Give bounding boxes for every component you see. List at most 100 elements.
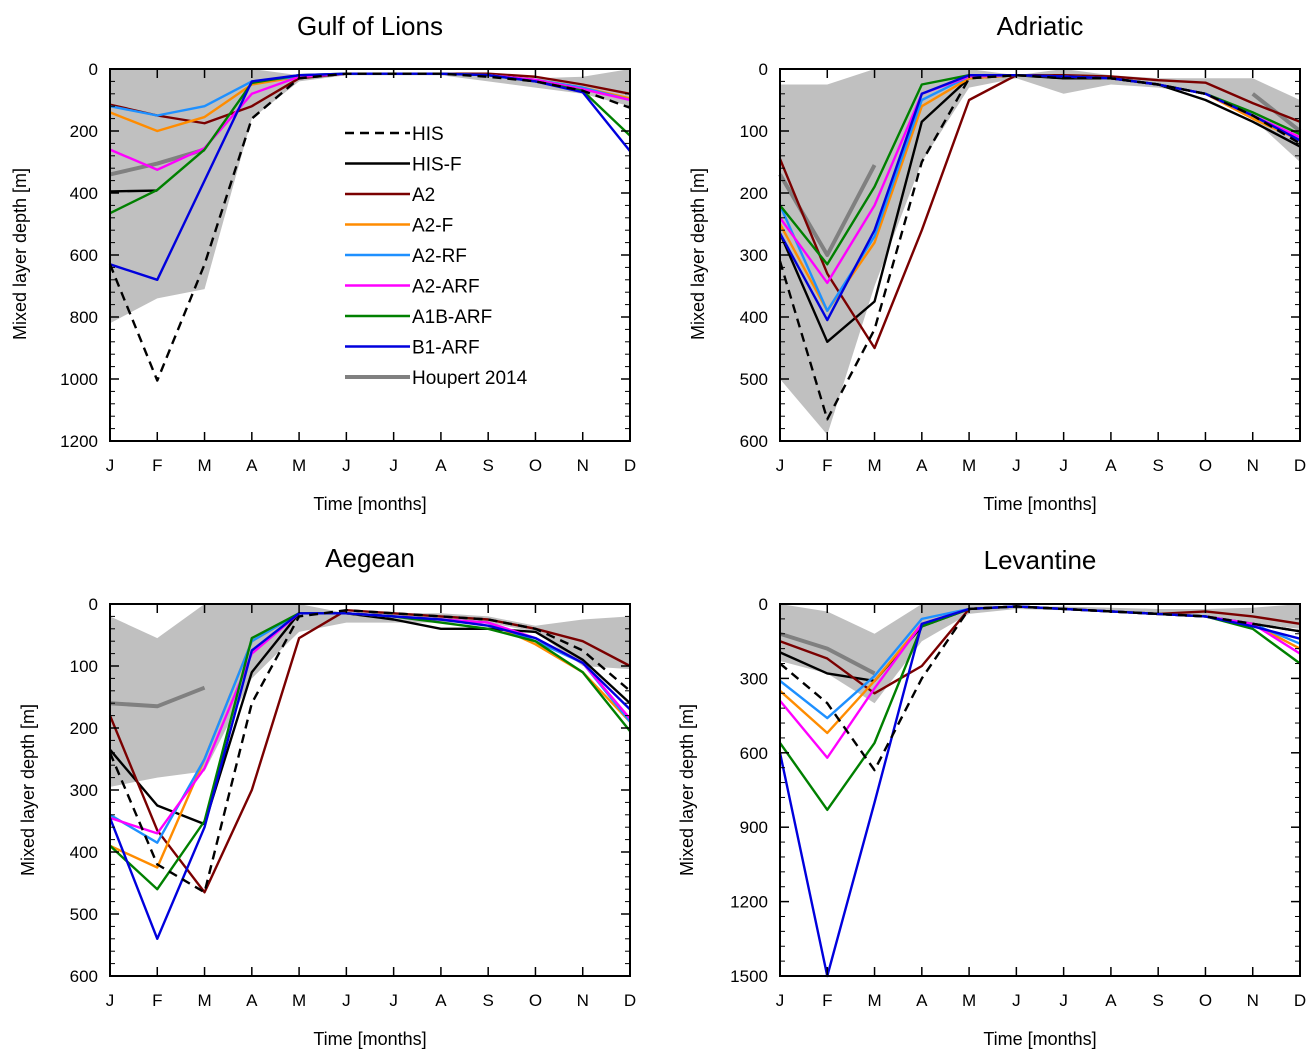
x-tick-label: A <box>246 456 258 475</box>
y-tick-label: 600 <box>740 744 768 763</box>
y-tick-label: 1200 <box>60 432 98 451</box>
x-tick-label: J <box>106 991 115 1010</box>
y-tick-label: 500 <box>740 370 768 389</box>
x-tick-label: J <box>776 456 785 475</box>
y-tick-label: 0 <box>759 595 768 614</box>
panel-gulf-of-lions: Gulf of Lions Time [months] Mixed layer … <box>10 11 636 514</box>
y-tick-label: 1000 <box>60 370 98 389</box>
y-tick-label: 200 <box>740 184 768 203</box>
y-tick-label: 1500 <box>730 967 768 986</box>
x-tick-label: F <box>822 456 832 475</box>
series-line-houpert-2014 <box>779 631 876 676</box>
x-tick-label: O <box>1199 456 1212 475</box>
y-tick-label: 800 <box>70 308 98 327</box>
panel-title: Levantine <box>984 545 1097 575</box>
legend-label: A2-ARF <box>412 277 480 298</box>
x-tick-label: N <box>577 456 589 475</box>
x-tick-label: D <box>1294 456 1306 475</box>
x-tick-label: M <box>197 456 211 475</box>
x-tick-label: M <box>197 991 211 1010</box>
x-tick-label: S <box>483 991 494 1010</box>
x-tick-label: M <box>292 456 306 475</box>
series-line-his-f <box>109 189 158 193</box>
series-line-b1-arf <box>108 612 631 940</box>
series-line-his <box>779 605 1301 772</box>
legend-label: A2-F <box>412 216 453 237</box>
x-tick-label: N <box>577 991 589 1010</box>
y-tick-label: 400 <box>740 308 768 327</box>
legend-label: Houpert 2014 <box>412 368 528 389</box>
x-tick-label: M <box>867 991 881 1010</box>
y-tick-label: 500 <box>70 905 98 924</box>
y-axis-label: Mixed layer depth [m] <box>10 168 30 340</box>
x-tick-label: M <box>292 991 306 1010</box>
x-axis-label: Time [months] <box>983 1029 1096 1049</box>
series-line-his <box>778 73 1301 421</box>
series-line-houpert-2014 <box>109 685 206 709</box>
x-tick-label: A <box>1105 456 1117 475</box>
y-tick-label: 600 <box>70 246 98 265</box>
x-tick-label: J <box>1059 991 1068 1010</box>
y-tick-label: 900 <box>740 818 768 837</box>
series-line-his <box>108 609 631 894</box>
x-tick-label: J <box>1012 991 1021 1010</box>
y-tick-label: 1200 <box>730 893 768 912</box>
x-tick-label: S <box>1153 456 1164 475</box>
x-tick-label: M <box>962 456 976 475</box>
y-tick-label: 0 <box>759 60 768 79</box>
legend-label: A2-RF <box>412 246 467 267</box>
x-tick-label: O <box>529 456 542 475</box>
plot-layer: 0 100 200 300 400 500 600 J F M A M J J A S O N D <box>70 595 637 1010</box>
envelope-band <box>110 69 630 324</box>
y-tick-label: 100 <box>740 122 768 141</box>
panel-title: Gulf of Lions <box>297 11 443 41</box>
x-tick-label: F <box>152 991 162 1010</box>
x-tick-label: F <box>152 456 162 475</box>
panel-adriatic: Adriatic Time [months] Mixed layer depth… <box>688 11 1306 514</box>
x-axis-label: Time [months] <box>983 494 1096 514</box>
x-tick-label: J <box>106 456 115 475</box>
x-tick-label: S <box>483 456 494 475</box>
x-tick-label: A <box>916 991 928 1010</box>
y-axis-label: Mixed layer depth [m] <box>677 704 697 876</box>
x-tick-label: J <box>342 456 351 475</box>
x-tick-label: J <box>389 991 398 1010</box>
x-tick-label: J <box>389 456 398 475</box>
plot-frame <box>779 603 1301 977</box>
x-tick-label: A <box>916 456 928 475</box>
x-tick-label: O <box>1199 991 1212 1010</box>
x-tick-label: A <box>435 991 447 1010</box>
y-tick-label: 0 <box>89 595 98 614</box>
plot-layer: 0 200 400 600 800 1000 1200 J F M A M J J A S O N D <box>60 60 636 475</box>
y-tick-label: 200 <box>70 122 98 141</box>
legend-label: B1-ARF <box>412 338 480 359</box>
x-tick-label: A <box>435 456 447 475</box>
panel-title: Adriatic <box>997 11 1084 41</box>
x-tick-label: A <box>246 991 258 1010</box>
legend-label: A1B-ARF <box>412 307 492 328</box>
envelope-band <box>780 69 1300 435</box>
x-tick-label: D <box>624 456 636 475</box>
y-tick-label: 300 <box>70 781 98 800</box>
plot-layer: 0 300 600 900 1200 1500 J F M A M J J A S O N D <box>730 595 1306 1010</box>
y-tick-label: 300 <box>740 669 768 688</box>
x-tick-label: J <box>1012 456 1021 475</box>
x-tick-label: O <box>529 991 542 1010</box>
y-tick-label: 0 <box>89 60 98 79</box>
x-tick-label: M <box>867 456 881 475</box>
panel-levantine: Levantine Time [months] Mixed layer dept… <box>677 545 1306 1049</box>
envelope-band <box>110 604 630 787</box>
x-tick-label: N <box>1247 991 1259 1010</box>
series-line-his-f <box>109 612 631 826</box>
y-tick-label: 400 <box>70 843 98 862</box>
y-axis-label: Mixed layer depth [m] <box>18 704 38 876</box>
x-tick-label: D <box>624 991 636 1010</box>
legend: HIS HIS-F A2 A2-F A2-RF A2-ARF A1B-ARF B1-ARF Ho… <box>345 124 528 389</box>
series-line-his <box>108 72 631 382</box>
x-tick-label: N <box>1247 456 1259 475</box>
x-tick-label: A <box>1105 991 1117 1010</box>
x-tick-label: J <box>776 991 785 1010</box>
x-tick-label: J <box>342 991 351 1010</box>
